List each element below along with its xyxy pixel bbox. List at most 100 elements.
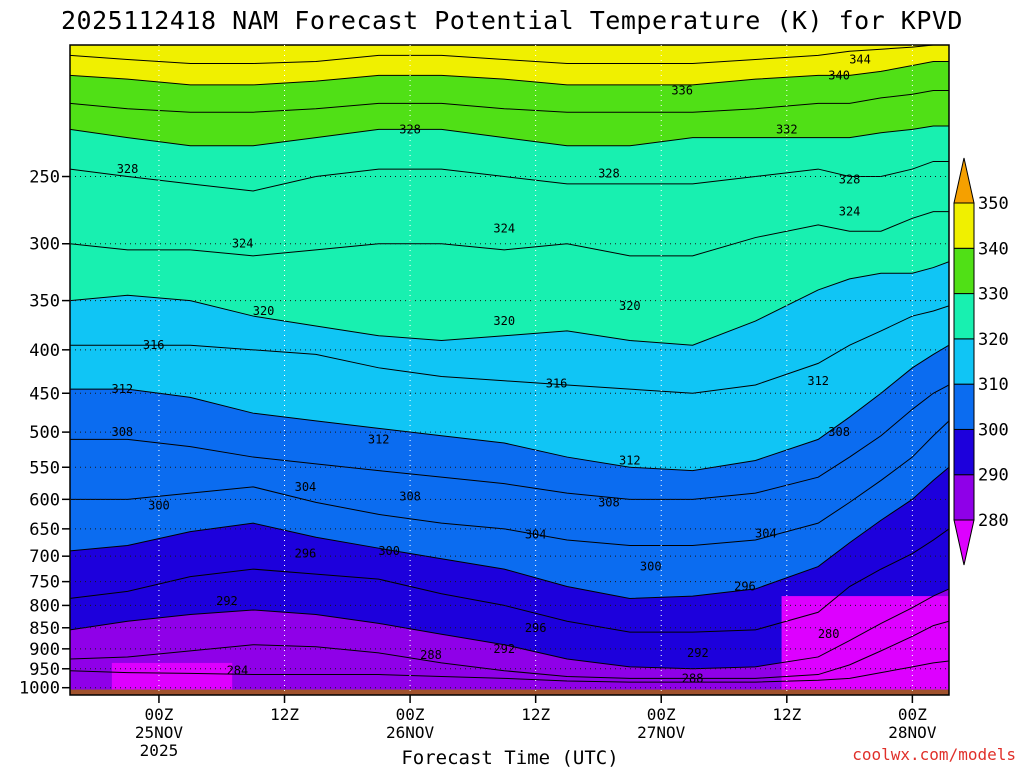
contour-label: 300: [640, 560, 662, 574]
contour-label: 316: [546, 376, 568, 390]
y-axis: 2503003504004505005506006507007508008509…: [19, 168, 70, 699]
contour-label: 320: [493, 314, 515, 328]
colorbar: 280 290 300 310 320 330 340 350: [953, 157, 1009, 566]
y-tick-label: 1000: [19, 679, 60, 699]
y-tick-label: 950: [29, 660, 60, 680]
contour-label: 296: [734, 580, 756, 594]
colorbar-label: 340: [978, 239, 1009, 259]
contour-label: 284: [227, 664, 249, 678]
chart-title: 2025112418 NAM Forecast Potential Temper…: [61, 6, 963, 35]
isentrope-296: [70, 528, 949, 633]
colorbar-swatch: [953, 383, 975, 430]
contour-label: 340: [828, 68, 850, 82]
y-tick-label: 350: [29, 292, 60, 312]
contour-label: 300: [148, 498, 170, 512]
plot-frame: [69, 44, 950, 696]
colorbar-swatch: [953, 519, 975, 566]
colorbar-label: 310: [978, 375, 1009, 395]
contour-label: 288: [682, 671, 704, 685]
x-tick-label: 00Z: [647, 705, 676, 724]
contour-label: 336: [671, 84, 693, 98]
x-axis-title: Forecast Time (UTC): [401, 747, 618, 768]
contour-label: 328: [399, 122, 421, 136]
contour-label: 312: [368, 432, 390, 446]
plot-area: [69, 44, 950, 696]
contour-label: 308: [399, 489, 421, 503]
colorbar-swatch: [953, 428, 975, 476]
isentrope-320: [70, 261, 949, 346]
contour-labels: 344 340 336 332 328 328 328 328 324 324 324 320 320 3…: [111, 52, 870, 685]
contour-label: 304: [525, 527, 547, 541]
contour-label: 304: [295, 480, 317, 494]
band-fill: [70, 45, 949, 64]
contour-label: 300: [378, 544, 400, 558]
contour-label: 308: [111, 425, 133, 439]
isentrope-344: [70, 45, 949, 64]
y-tick-label: 250: [29, 168, 60, 188]
x-tick-date: 27NOV: [637, 723, 686, 742]
y-tick-label: 700: [29, 547, 60, 567]
contour-label: 328: [117, 162, 139, 176]
colorbar-label: 320: [978, 330, 1009, 350]
y-tick-label: 850: [29, 619, 60, 639]
colorbar-swatch: [953, 247, 975, 295]
y-tick-label: 400: [29, 341, 60, 361]
isentrope-292: [70, 588, 949, 670]
isentrope-308: [70, 384, 949, 500]
y-tick-label: 900: [29, 640, 60, 660]
contour-label: 308: [828, 425, 850, 439]
y-tick-label: 300: [29, 235, 60, 255]
colorbar-label: 330: [978, 285, 1009, 305]
x-tick-label: 00Z: [144, 705, 173, 724]
contour-label: 296: [295, 547, 317, 561]
isentrope-336: [70, 90, 949, 113]
contour-label: 292: [493, 642, 515, 656]
contour-label: 320: [619, 299, 641, 313]
x-tick-date: 28NOV: [888, 723, 937, 742]
x-tick-label: 12Z: [521, 705, 550, 724]
colorbar-swatch: [953, 474, 975, 521]
contour-label: 292: [216, 594, 238, 608]
contour-label: 328: [839, 172, 861, 186]
contour-label: 288: [420, 648, 442, 662]
x-tick-date: 26NOV: [386, 723, 435, 742]
y-tick-label: 800: [29, 596, 60, 616]
ground-strip: [70, 689, 949, 695]
contour-label: 312: [111, 382, 133, 396]
contour-label: 320: [253, 304, 275, 318]
colorbar-swatch: [953, 338, 975, 385]
isentrope-332: [70, 125, 949, 147]
isentrope-300: [70, 466, 949, 599]
contour-label: 316: [143, 338, 165, 352]
y-tick-label: 500: [29, 423, 60, 443]
contour-label: 344: [849, 52, 871, 66]
isentrope-324: [70, 211, 949, 257]
colorbar-label: 280: [978, 511, 1009, 531]
contour-label: 280: [818, 627, 840, 641]
isentrope-316: [70, 305, 949, 394]
x-tick-label: 00Z: [898, 705, 927, 724]
isentrope-304: [70, 420, 949, 546]
contour-label: 332: [776, 122, 798, 136]
x-tick-label: 12Z: [772, 705, 801, 724]
contour-label: 312: [619, 453, 641, 467]
x-tick-year: 2025: [140, 741, 179, 760]
isentrope-312: [70, 344, 949, 472]
contour-label: 308: [598, 495, 620, 509]
x-tick-label: 12Z: [270, 705, 299, 724]
isentrope-284: [70, 660, 949, 683]
colorbar-swatch: [953, 202, 975, 249]
cold-pocket: [111, 662, 233, 690]
contour-label: 324: [232, 237, 254, 251]
colorbar-swatch: [953, 293, 975, 340]
contour-label: 296: [525, 621, 547, 635]
y-tick-label: 600: [29, 490, 60, 510]
contour-label: 292: [687, 646, 709, 660]
y-tick-label: 550: [29, 458, 60, 478]
contour-label: 324: [493, 222, 515, 236]
contour-label: 312: [807, 374, 829, 388]
colorbar-label: 300: [978, 420, 1009, 440]
x-tick-label: 00Z: [396, 705, 425, 724]
